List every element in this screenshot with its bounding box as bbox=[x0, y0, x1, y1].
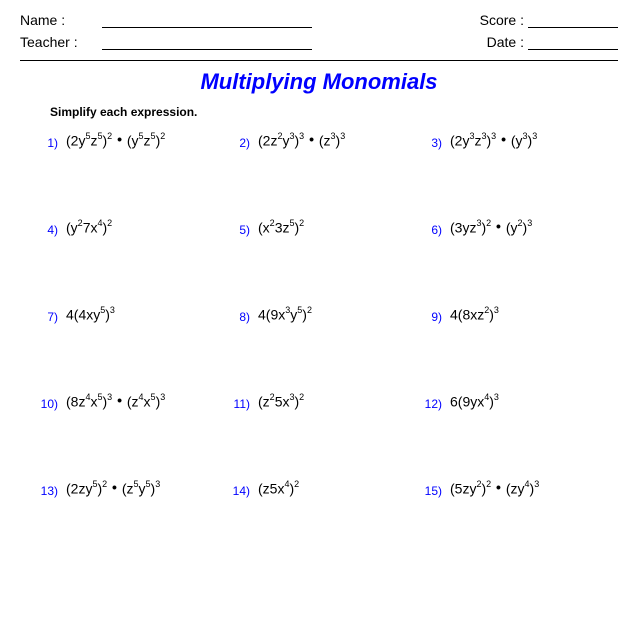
problem: 8) 4(9x3y5)2 bbox=[232, 307, 414, 324]
problem-number: 11) bbox=[232, 394, 250, 411]
date-field: Date : bbox=[487, 34, 618, 50]
header: Name : Score : Teacher : Date : bbox=[20, 12, 618, 50]
problem-expression: (5zy2)2 • (zy4)3 bbox=[450, 481, 539, 496]
problem-number: 2) bbox=[232, 133, 250, 150]
name-label: Name : bbox=[20, 12, 98, 28]
problem: 5) (x23z5)2 bbox=[232, 220, 414, 237]
divider bbox=[20, 60, 618, 61]
instruction-text: Simplify each expression. bbox=[50, 105, 618, 119]
problem: 1) (2y5z5)2 • (y5z5)2 bbox=[40, 133, 222, 150]
problem-number: 4) bbox=[40, 220, 58, 237]
problem-expression: (2y5z5)2 • (y5z5)2 bbox=[66, 133, 165, 148]
problem-expression: (x23z5)2 bbox=[258, 220, 304, 235]
problem: 11) (z25x3)2 bbox=[232, 394, 414, 411]
date-label: Date : bbox=[487, 34, 524, 50]
problems-grid: 1) (2y5z5)2 • (y5z5)2 2) (2z2y3)3 • (z3)3 3)… bbox=[20, 133, 618, 518]
problem: 14) (z5x4)2 bbox=[232, 481, 414, 498]
teacher-field: Teacher : bbox=[20, 34, 312, 50]
problem-number: 3) bbox=[424, 133, 442, 150]
teacher-blank-line bbox=[102, 36, 312, 50]
problem-expression: (z25x3)2 bbox=[258, 394, 304, 409]
worksheet-page: Name : Score : Teacher : Date : Multiply… bbox=[0, 0, 638, 538]
name-blank-line bbox=[102, 14, 312, 28]
problem: 2) (2z2y3)3 • (z3)3 bbox=[232, 133, 414, 150]
problem-number: 5) bbox=[232, 220, 250, 237]
problem-number: 6) bbox=[424, 220, 442, 237]
problem-expression: (8z4x5)3 • (z4x5)3 bbox=[66, 394, 165, 409]
problem-expression: (2zy5)2 • (z5y5)3 bbox=[66, 481, 160, 496]
problem-expression: 4(9x3y5)2 bbox=[258, 307, 312, 322]
header-row-2: Teacher : Date : bbox=[20, 34, 618, 50]
worksheet-title: Multiplying Monomials bbox=[20, 69, 618, 95]
problem: 7) 4(4xy5)3 bbox=[40, 307, 222, 324]
problem: 6) (3yz3)2 • (y2)3 bbox=[424, 220, 606, 237]
problem: 4) (y27x4)2 bbox=[40, 220, 222, 237]
problem-number: 14) bbox=[232, 481, 250, 498]
problem-expression: 4(4xy5)3 bbox=[66, 307, 115, 322]
problem-expression: 4(8xz2)3 bbox=[450, 307, 499, 322]
score-field: Score : bbox=[480, 12, 618, 28]
problem-number: 12) bbox=[424, 394, 442, 411]
problem: 12) 6(9yx4)3 bbox=[424, 394, 606, 411]
problem-expression: (2z2y3)3 • (z3)3 bbox=[258, 133, 345, 148]
problem-expression: (z5x4)2 bbox=[258, 481, 299, 496]
problem: 3) (2y3z3)3 • (y3)3 bbox=[424, 133, 606, 150]
problem-number: 8) bbox=[232, 307, 250, 324]
problem-number: 15) bbox=[424, 481, 442, 498]
date-blank-line bbox=[528, 36, 618, 50]
problem-number: 10) bbox=[40, 394, 58, 411]
problem-number: 1) bbox=[40, 133, 58, 150]
problem: 15) (5zy2)2 • (zy4)3 bbox=[424, 481, 606, 498]
score-blank-line bbox=[528, 14, 618, 28]
header-row-1: Name : Score : bbox=[20, 12, 618, 28]
problem-expression: (3yz3)2 • (y2)3 bbox=[450, 220, 532, 235]
problem: 9) 4(8xz2)3 bbox=[424, 307, 606, 324]
score-label: Score : bbox=[480, 12, 524, 28]
problem-number: 9) bbox=[424, 307, 442, 324]
teacher-label: Teacher : bbox=[20, 34, 98, 50]
problem-number: 7) bbox=[40, 307, 58, 324]
name-field: Name : bbox=[20, 12, 312, 28]
problem-expression: (y27x4)2 bbox=[66, 220, 112, 235]
problem: 10) (8z4x5)3 • (z4x5)3 bbox=[40, 394, 222, 411]
problem-expression: 6(9yx4)3 bbox=[450, 394, 499, 409]
problem-expression: (2y3z3)3 • (y3)3 bbox=[450, 133, 537, 148]
problem-number: 13) bbox=[40, 481, 58, 498]
problem: 13) (2zy5)2 • (z5y5)3 bbox=[40, 481, 222, 498]
